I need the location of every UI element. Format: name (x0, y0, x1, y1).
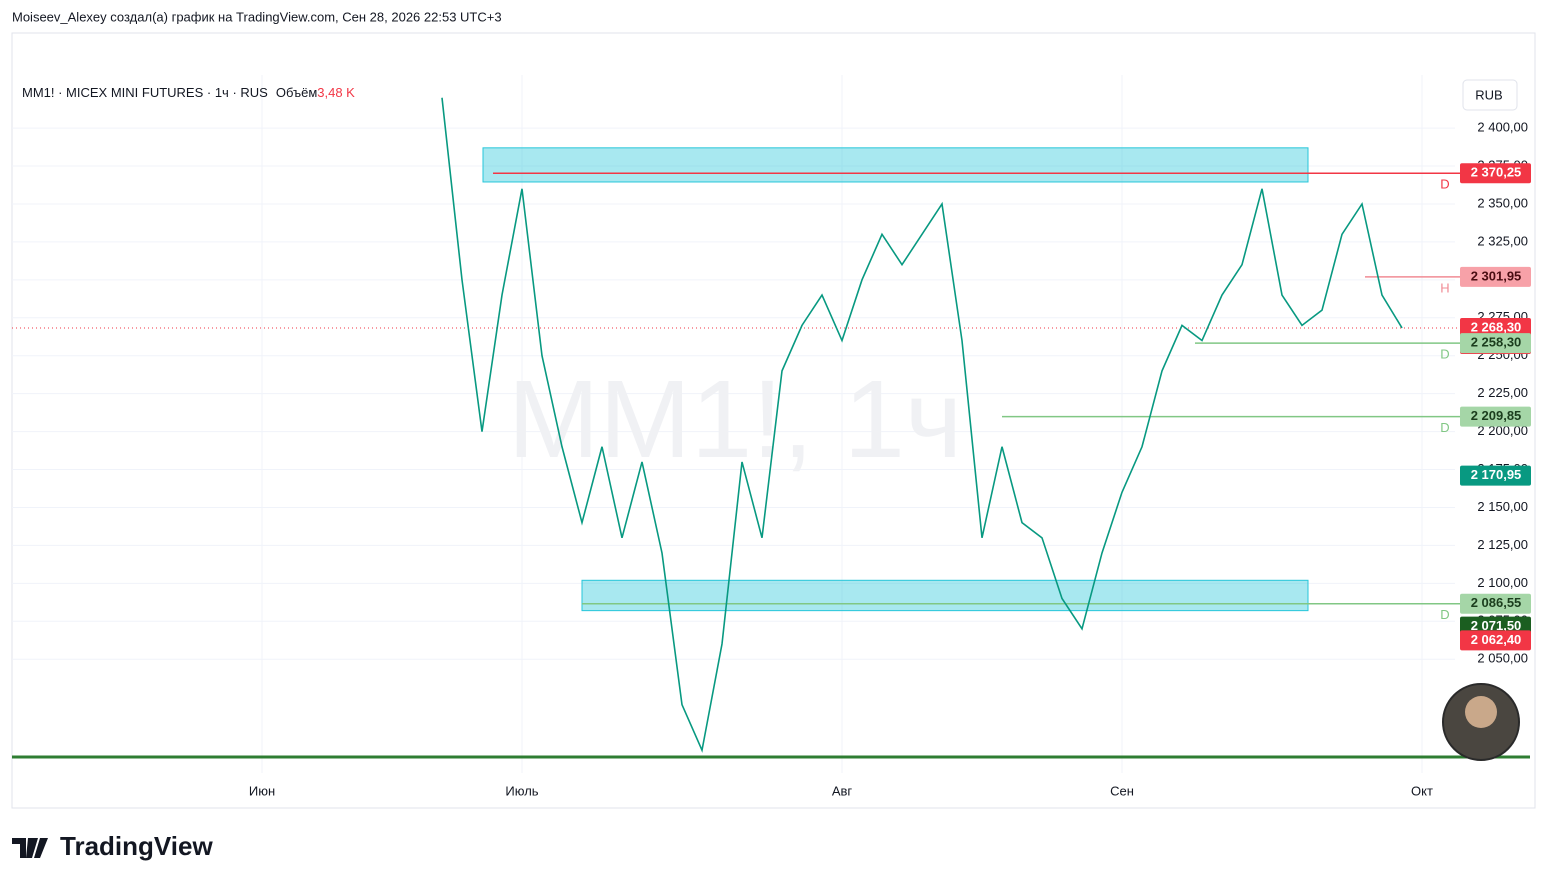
watermark: MM1!, 1ч (508, 358, 963, 481)
x-tick-label: Июн (249, 783, 275, 798)
volume-value: 3,48 K (317, 85, 355, 100)
y-tick-label: 2 325,00 (1477, 233, 1528, 248)
x-tick-label: Июль (505, 783, 538, 798)
price-line (441, 97, 1403, 753)
volume-label: Объём (276, 85, 317, 100)
price-tag-label: 2 062,40 (1471, 632, 1522, 647)
price-tag (1460, 163, 1531, 184)
x-tick-label: Сен (1110, 783, 1134, 798)
currency-button[interactable] (1462, 79, 1518, 111)
x-tick-label: Авг (832, 783, 853, 798)
level-marker: H (1440, 280, 1449, 295)
price-tag-label: 2 370,25 (1471, 165, 1522, 180)
y-tick-label: 2 200,00 (1477, 423, 1528, 438)
x-tick-label: Окт (1411, 783, 1433, 798)
price-tag (1460, 333, 1531, 354)
level-marker: D (1440, 420, 1449, 435)
y-tick-label: 2 100,00 (1477, 575, 1528, 590)
price-tag (1460, 406, 1531, 427)
y-tick-label: 2 225,00 (1477, 385, 1528, 400)
y-tick-label: 2 150,00 (1477, 499, 1528, 514)
level-marker: D (1440, 347, 1449, 362)
brand: TradingView (60, 831, 213, 861)
level-marker: D (1440, 177, 1449, 192)
price-tag (1460, 465, 1531, 486)
level-marker: D (1440, 607, 1449, 622)
zone (581, 579, 1309, 612)
price-tag-label: 2 258,30 (1471, 335, 1522, 350)
y-tick-label: 2 350,00 (1477, 195, 1528, 210)
chart-frame (11, 32, 1536, 809)
y-tick-label: 2 050,00 (1477, 651, 1528, 666)
avatar-face (1465, 696, 1497, 728)
price-tag-label: 2 209,85 (1471, 408, 1522, 423)
price-tag-label: 2 268,30 (1471, 319, 1522, 334)
price-tag (1460, 266, 1531, 287)
price-tag-label: 2 086,55 (1471, 595, 1522, 610)
attribution: Moiseev_Alexey создал(а) график на Tradi… (12, 9, 502, 24)
price-tag (1460, 593, 1531, 614)
legend-title: MM1! · MICEX MINI FUTURES · 1ч · RUS Объё… (22, 85, 355, 100)
price-tag-label: 2 301,95 (1471, 268, 1522, 283)
symbol: MM1! · MICEX MINI FUTURES · 1ч · RUS (22, 85, 268, 100)
price-tag-label: 2 071,50 (1471, 618, 1522, 633)
currency[interactable]: RUB (1475, 87, 1502, 102)
price-tag-label: 2 170,95 (1471, 467, 1522, 482)
brand-logo (12, 838, 48, 858)
zone (482, 147, 1309, 183)
plot: 2 050,002 075,002 100,002 125,002 150,00… (12, 75, 1531, 798)
y-tick-label: 2 125,00 (1477, 537, 1528, 552)
y-tick-label: 2 400,00 (1477, 120, 1528, 135)
price-tag (1460, 630, 1531, 651)
